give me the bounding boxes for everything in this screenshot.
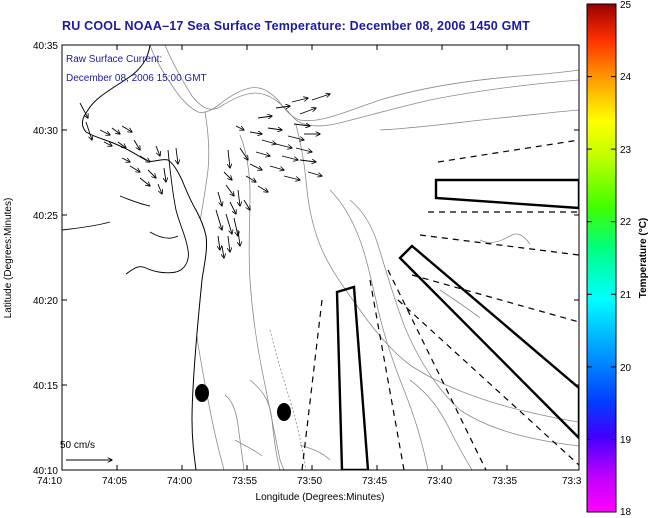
x-tick-label: 73:3 bbox=[562, 476, 582, 487]
y-axis-label: Latitude (Degrees:Minutes) bbox=[3, 198, 14, 319]
x-tick-label: 73:50 bbox=[297, 476, 322, 487]
colorbar-label: Temperature (°C) bbox=[638, 218, 649, 299]
y-tick-label: 40:10 bbox=[33, 466, 58, 477]
colorbar-tick: 22 bbox=[620, 217, 632, 228]
x-axis-label: Longitude (Degrees:Minutes) bbox=[256, 492, 385, 503]
y-tick-label: 40:20 bbox=[33, 296, 58, 307]
y-tick-label: 40:30 bbox=[33, 126, 58, 137]
colorbar-tick: 19 bbox=[620, 435, 632, 446]
bathymetry-contours bbox=[149, 45, 579, 470]
map-title: RU COOL NOAA–17 Sea Surface Temperature:… bbox=[62, 19, 530, 33]
colorbar-tick: 24 bbox=[620, 72, 632, 83]
x-tick-label: 74:00 bbox=[167, 476, 192, 487]
colorbar: 25 24 23 22 21 20 19 18 Temperature (°C) bbox=[586, 0, 649, 518]
y-axis: 40:35 40:30 40:25 40:20 40:15 40:10 Lati… bbox=[3, 41, 579, 477]
map-frame bbox=[61, 44, 580, 471]
station-marker bbox=[195, 384, 209, 402]
station-marker bbox=[277, 403, 291, 421]
colorbar-tick: 20 bbox=[620, 363, 632, 374]
colorbar-tick: 25 bbox=[620, 0, 632, 11]
current-vectors bbox=[79, 94, 330, 258]
x-tick-label: 73:40 bbox=[427, 476, 452, 487]
y-tick-label: 40:15 bbox=[33, 381, 58, 392]
x-tick-label: 73:35 bbox=[492, 476, 517, 487]
x-tick-label: 73:55 bbox=[232, 476, 257, 487]
shoreline-detail bbox=[62, 149, 189, 275]
y-tick-label: 40:25 bbox=[33, 211, 58, 222]
colorbar-scale bbox=[586, 3, 617, 513]
x-tick-label: 73:45 bbox=[362, 476, 387, 487]
scale-label: 50 cm/s bbox=[60, 440, 95, 451]
x-tick-label: 74:10 bbox=[37, 476, 62, 487]
coastline bbox=[62, 45, 207, 470]
colorbar-tick: 23 bbox=[620, 145, 632, 156]
current-label: Raw Surface Current: bbox=[66, 54, 162, 65]
coverage-wedges bbox=[335, 178, 579, 470]
current-date: December 08, 2006 15:00 GMT bbox=[66, 73, 207, 84]
x-tick-label: 74:05 bbox=[102, 476, 127, 487]
x-axis: 74:10 74:05 74:00 73:55 73:50 73:45 73:4… bbox=[37, 45, 582, 503]
radial-lines bbox=[301, 139, 579, 470]
colorbar-tick: 21 bbox=[620, 290, 632, 301]
colorbar-tick: 18 bbox=[620, 507, 632, 518]
y-tick-label: 40:35 bbox=[33, 41, 58, 52]
